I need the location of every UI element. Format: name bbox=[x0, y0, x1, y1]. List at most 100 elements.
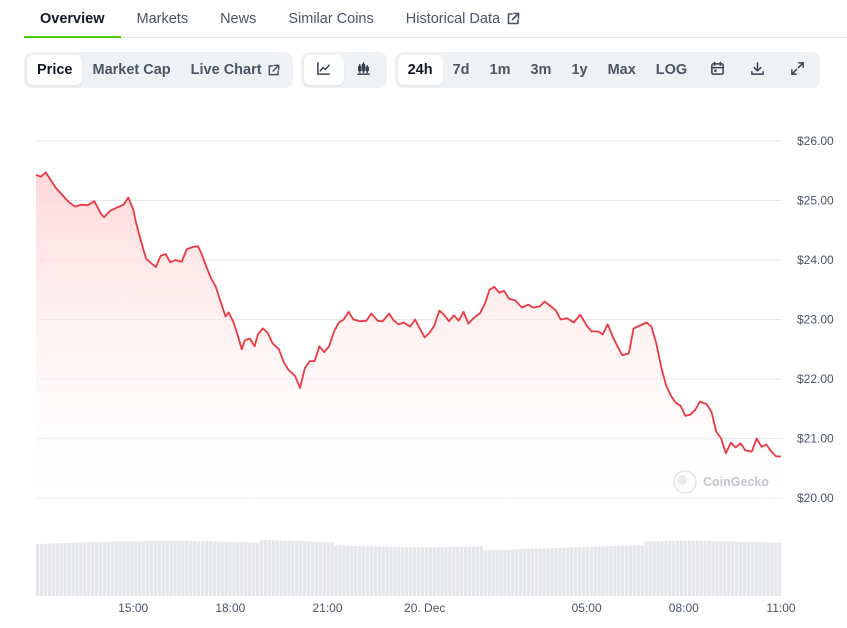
volume-bar bbox=[236, 542, 240, 596]
volume-bar bbox=[668, 541, 672, 596]
volume-bar bbox=[98, 541, 103, 596]
range-1m-button[interactable]: 1m bbox=[489, 62, 511, 78]
volume-bar bbox=[110, 541, 114, 596]
volume-bar bbox=[601, 546, 605, 596]
watermark: CoinGecko bbox=[673, 470, 769, 494]
volume-bar bbox=[251, 542, 256, 596]
volume-bar bbox=[569, 547, 574, 596]
volume-bar bbox=[401, 546, 405, 596]
watermark-text: CoinGecko bbox=[703, 475, 769, 489]
volume-bar bbox=[181, 541, 185, 596]
volume-bar bbox=[585, 546, 590, 596]
volume-bar bbox=[613, 546, 617, 596]
range-3m-button[interactable]: 3m bbox=[530, 62, 552, 78]
volume-bar bbox=[754, 542, 758, 596]
external-link-icon bbox=[506, 12, 520, 26]
volume-bar bbox=[318, 541, 323, 596]
volume-bar bbox=[719, 541, 723, 596]
tab-news[interactable]: News bbox=[204, 0, 272, 37]
volume-bar bbox=[299, 541, 303, 596]
tab-markets[interactable]: Markets bbox=[121, 0, 205, 37]
candlestick-chart-button[interactable] bbox=[344, 55, 384, 85]
volume-bar bbox=[55, 543, 59, 596]
fullscreen-icon bbox=[790, 61, 805, 80]
volume-bar bbox=[420, 547, 425, 596]
volume-bar bbox=[71, 542, 75, 596]
volume-bar bbox=[161, 541, 165, 596]
volume-bar bbox=[628, 545, 633, 596]
volume-bar bbox=[463, 546, 468, 596]
log-scale-button[interactable]: LOG bbox=[655, 62, 688, 78]
tab-similar-coins[interactable]: Similar Coins bbox=[272, 0, 389, 37]
volume-bar bbox=[196, 541, 201, 596]
volume-bar bbox=[648, 541, 652, 596]
volume-bar bbox=[416, 547, 421, 596]
volume-bar bbox=[589, 546, 593, 596]
volume-bar bbox=[715, 541, 719, 596]
volume-bar bbox=[566, 547, 570, 596]
volume-bar bbox=[369, 546, 374, 596]
volume-bar bbox=[762, 542, 766, 596]
download-button[interactable] bbox=[737, 55, 777, 85]
volume-bar bbox=[200, 541, 205, 596]
tab-historical-data[interactable]: Historical Data bbox=[390, 0, 536, 37]
volume-bar bbox=[738, 541, 743, 596]
tab-overview[interactable]: Overview bbox=[24, 0, 121, 38]
coin-tabs: Overview Markets News Similar Coins Hist… bbox=[24, 0, 847, 38]
volume-bar bbox=[283, 540, 287, 596]
market-cap-button[interactable]: Market Cap bbox=[92, 62, 171, 78]
volume-bar bbox=[232, 541, 236, 596]
volume-bar bbox=[675, 541, 680, 596]
volume-bar bbox=[291, 540, 295, 596]
volume-bar bbox=[240, 542, 244, 596]
volume-bar bbox=[310, 541, 315, 596]
range-1y-button[interactable]: 1y bbox=[571, 62, 588, 78]
line-chart-button[interactable] bbox=[303, 55, 344, 85]
volume-bar bbox=[723, 541, 727, 596]
volume-bar bbox=[742, 541, 747, 596]
volume-bar bbox=[208, 541, 213, 596]
y-tick-label: $21.00 bbox=[797, 432, 834, 446]
range-24h-button[interactable]: 24h bbox=[397, 55, 443, 85]
y-tick-label: $25.00 bbox=[797, 194, 834, 208]
volume-bar bbox=[691, 541, 696, 596]
volume-bar bbox=[87, 542, 91, 596]
volume-bar bbox=[562, 547, 566, 596]
volume-bar bbox=[216, 541, 220, 596]
volume-bar bbox=[302, 541, 307, 596]
chart-toolbar: Price Market Cap Live Chart 24h 7d 1m 3m… bbox=[24, 52, 821, 88]
volume-bar bbox=[444, 546, 448, 596]
x-tick-label: 05:00 bbox=[572, 601, 602, 615]
volume-bar bbox=[173, 541, 177, 596]
volume-bar bbox=[734, 541, 739, 596]
volume-bar bbox=[373, 546, 377, 596]
date-picker-button[interactable] bbox=[697, 55, 737, 85]
volume-bar bbox=[581, 547, 586, 596]
price-button[interactable]: Price bbox=[27, 55, 83, 85]
volume-bar bbox=[687, 541, 692, 596]
tab-label: News bbox=[220, 10, 257, 27]
volume-bar bbox=[271, 540, 275, 596]
range-toggle: 24h 7d 1m 3m 1y Max LOG bbox=[394, 52, 821, 88]
fullscreen-button[interactable] bbox=[777, 55, 817, 85]
volume-bar bbox=[640, 545, 644, 596]
volume-bar bbox=[617, 545, 621, 596]
volume-bar bbox=[652, 541, 656, 596]
volume-bar bbox=[346, 545, 350, 596]
volume-bar bbox=[703, 541, 707, 596]
metric-toggle: Price Market Cap Live Chart bbox=[24, 52, 293, 88]
range-7d-button[interactable]: 7d bbox=[452, 62, 470, 78]
volume-bar bbox=[153, 541, 158, 596]
live-chart-button[interactable]: Live Chart bbox=[181, 55, 290, 85]
volume-bar bbox=[330, 542, 334, 596]
external-link-icon bbox=[267, 64, 280, 77]
volume-bar bbox=[365, 546, 370, 596]
volume-bar bbox=[138, 541, 142, 596]
volume-bar bbox=[515, 549, 519, 596]
range-max-button[interactable]: Max bbox=[607, 62, 636, 78]
y-axis-labels: $26.00 $25.00 $24.00 $23.00 $22.00 $21.00 $20.… bbox=[797, 134, 834, 505]
volume-bar bbox=[766, 542, 770, 596]
volume-bar bbox=[212, 541, 217, 596]
calendar-icon bbox=[710, 61, 725, 80]
